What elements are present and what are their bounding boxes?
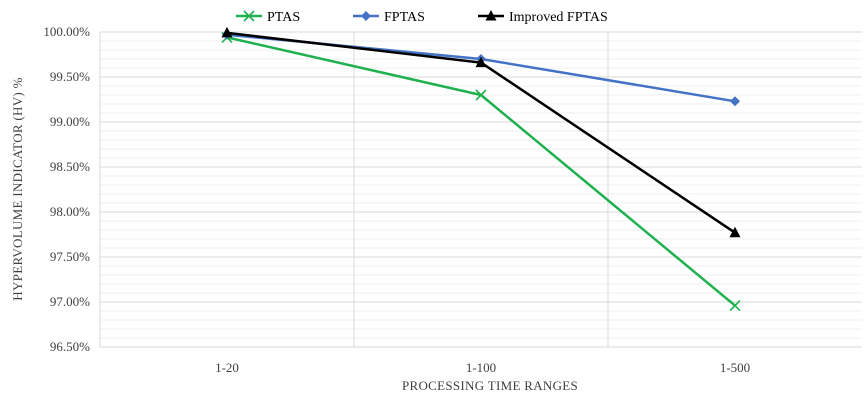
data-point-diamond-marker [730, 96, 740, 107]
y-tick-label: 99.00% [50, 114, 90, 129]
series-lines [221, 26, 741, 312]
data-point-triangle-marker [475, 56, 487, 68]
data-point-x-marker [475, 89, 487, 101]
legend-label: FPTAS [384, 10, 425, 25]
y-tick-label: 97.00% [50, 294, 90, 309]
y-tick-label: 98.00% [50, 204, 90, 219]
y-tick-label: 97.50% [50, 249, 90, 264]
data-point-x-marker [243, 10, 255, 22]
legend-entry: FPTAS [353, 10, 425, 25]
series-line [226, 36, 736, 307]
grid [99, 31, 862, 348]
y-tick-label: 100.00% [43, 24, 90, 39]
y-tick-label: 96.50% [50, 339, 90, 354]
series-improved-fptas [221, 26, 741, 238]
legend: PTAS FPTAS Improved FPTAS [236, 10, 608, 25]
y-axis-title: HYPERVOLUME INDICATOR (HV) % [10, 77, 25, 300]
x-tick-label: 1-20 [215, 360, 239, 375]
legend-entry: PTAS [236, 10, 300, 25]
x-tick-label: 1-500 [720, 360, 750, 375]
data-point-triangle-marker [221, 26, 233, 38]
x-axis-title: PROCESSING TIME RANGES [402, 378, 578, 393]
data-point-triangle-marker [729, 226, 741, 238]
series-ptas [221, 31, 741, 312]
legend-label: Improved FPTAS [509, 10, 608, 25]
data-point-x-marker [729, 300, 741, 312]
x-tick-labels: 1-20 1-100 1-500 [215, 360, 750, 375]
y-tick-labels: 96.50% 97.00% 97.50% 98.00% 98.50% 99.00% 99.5… [43, 24, 90, 354]
x-tick-label: 1-100 [466, 360, 496, 375]
data-point-triangle-marker [485, 10, 497, 21]
data-point-diamond-marker [361, 11, 371, 21]
legend-entry: Improved FPTAS [478, 10, 608, 25]
y-tick-label: 98.50% [50, 159, 90, 174]
y-tick-label: 99.50% [50, 69, 90, 84]
legend-label: PTAS [267, 10, 300, 25]
